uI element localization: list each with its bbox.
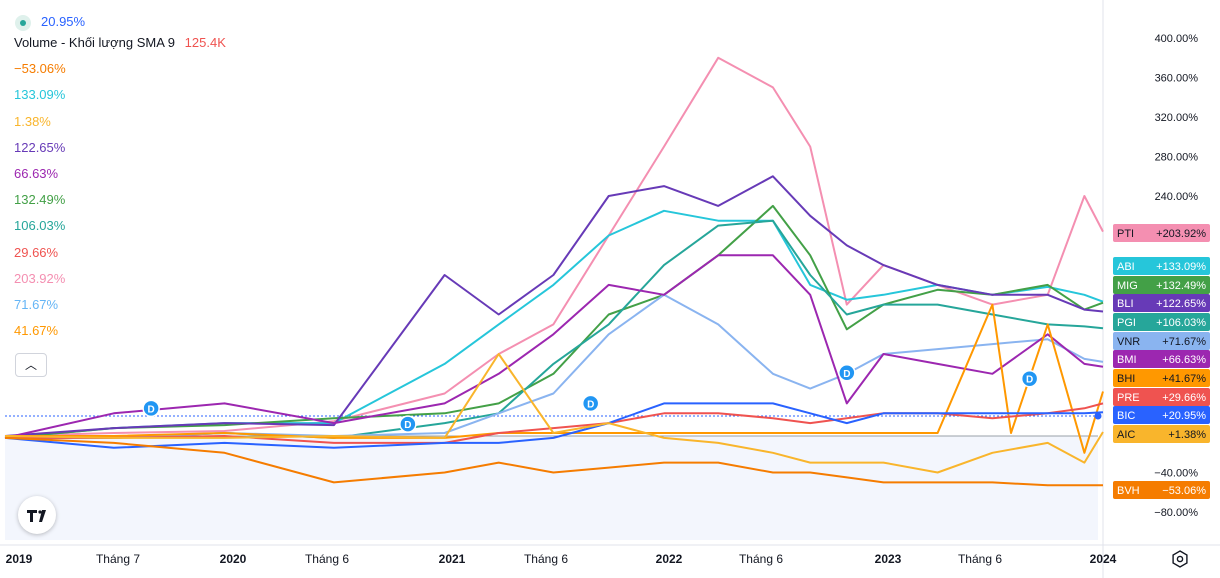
price-label-symbol: ABI: [1117, 261, 1135, 273]
price-label-bic: [1113, 406, 1210, 424]
series-line-pre[interactable]: [5, 402, 1104, 444]
price-label-value: +106.03%: [1156, 317, 1206, 329]
price-label-symbol: BIC: [1117, 410, 1135, 422]
price-label-value: +122.65%: [1156, 298, 1206, 310]
x-tick-label: 2023: [875, 552, 902, 566]
x-tick-label: Tháng 7: [96, 552, 140, 566]
legend-volume-value: 125.4K: [184, 35, 226, 50]
legend-main-value: 20.95%: [41, 14, 86, 29]
price-label-symbol: BLI: [1117, 298, 1134, 310]
price-label-value: +41.67%: [1162, 373, 1206, 385]
x-tick-label: Tháng 6: [305, 552, 349, 566]
x-tick-label: 2022: [656, 552, 683, 566]
collapse-legend-button[interactable]: ︿: [15, 353, 47, 377]
dividend-marker[interactable]: [399, 415, 417, 433]
legend-value-6: 106.03%: [14, 218, 66, 234]
price-label-value: +132.49%: [1156, 280, 1206, 292]
legend-value-4: 66.63%: [14, 165, 59, 181]
price-label-symbol: MIG: [1117, 280, 1138, 292]
price-label-bhi: [1113, 369, 1210, 387]
price-label-symbol: BHI: [1117, 373, 1135, 385]
legend-value-3: 122.65%: [14, 139, 66, 155]
price-label-bli: [1113, 294, 1210, 312]
dividend-marker-label: D: [404, 420, 411, 431]
x-tick-label: 2020: [220, 552, 247, 566]
legend-value-2: 1.38%: [14, 113, 51, 129]
main-series-dot-icon[interactable]: [15, 14, 31, 31]
x-tick-label: 2021: [439, 552, 466, 566]
legend-values: −53.06% 133.09% 1.38% 122.65% 66.63% 132.49% 1…: [6, 56, 226, 344]
price-label-bvh: [1113, 481, 1210, 499]
price-label-pre: [1113, 388, 1210, 406]
series-line-bhi[interactable]: [5, 303, 1104, 454]
price-label-value: −53.06%: [1162, 485, 1206, 497]
series-line-bli[interactable]: [4, 175, 1104, 437]
legend-value-7: 29.66%: [14, 244, 59, 260]
x-tick-label: Tháng 6: [739, 552, 783, 566]
x-tick-label: 2019: [6, 552, 33, 566]
y-tick-label: 240.00%: [1155, 191, 1199, 203]
price-label-pgi: [1113, 313, 1210, 331]
price-label-symbol: VNR: [1117, 336, 1140, 348]
x-tick-label: Tháng 6: [958, 552, 1002, 566]
price-label-mig: [1113, 276, 1210, 294]
dividend-marker[interactable]: [838, 364, 856, 382]
price-label-value: +20.95%: [1162, 410, 1206, 422]
price-label-vnr: [1113, 332, 1210, 350]
price-label-value: +1.38%: [1168, 429, 1206, 441]
legend-main-row: 20.95%: [6, 8, 226, 36]
y-tick-label: 400.00%: [1155, 33, 1199, 45]
price-label-symbol: PRE: [1117, 392, 1140, 404]
y-tick-label: 360.00%: [1155, 73, 1199, 85]
legend-value-0: −53.06%: [14, 61, 66, 77]
price-label-value: +133.09%: [1156, 261, 1206, 273]
legend-value-10: 41.67%: [14, 323, 59, 339]
settings-gear-icon[interactable]: [1170, 549, 1190, 569]
current-point: [1094, 412, 1102, 420]
y-tick-label: −40.00%: [1154, 468, 1198, 480]
legend-volume-label: Volume - Khối lượng SMA 9: [14, 35, 176, 50]
price-label-symbol: BVH: [1117, 485, 1140, 497]
legend-volume-row: Volume - Khối lượng SMA 9 125.4K: [6, 30, 226, 56]
price-label-value: +66.63%: [1162, 354, 1206, 366]
legend-value-1: 133.09%: [14, 87, 66, 103]
dividend-marker[interactable]: [1020, 369, 1039, 388]
dividend-marker[interactable]: [581, 394, 600, 413]
price-label-symbol: PTI: [1117, 228, 1134, 240]
price-label-value: +29.66%: [1162, 392, 1206, 404]
dividend-marker-label: D: [1026, 375, 1033, 386]
price-label-symbol: PGI: [1117, 317, 1136, 329]
price-label-aic: [1113, 425, 1210, 443]
y-tick-label: −80.00%: [1154, 507, 1198, 519]
series-line-bvh[interactable]: [4, 436, 1103, 487]
dividend-marker-label: D: [843, 369, 850, 380]
dividend-marker-label: D: [587, 399, 594, 410]
baseline-area: [5, 436, 1098, 540]
dividend-marker[interactable]: [142, 399, 160, 418]
price-label-pti: [1113, 224, 1210, 242]
price-label-bmi: [1113, 350, 1210, 368]
series-line-bmi[interactable]: [4, 254, 1104, 439]
price-label-value: +71.67%: [1162, 336, 1206, 348]
series-line-aic[interactable]: [4, 353, 1104, 474]
legend-value-8: 203.92%: [14, 270, 66, 286]
price-label-value: +203.92%: [1156, 228, 1206, 240]
price-label-symbol: AIC: [1117, 429, 1135, 441]
x-tick-label: 2024: [1090, 552, 1117, 566]
legend-value-5: 132.49%: [14, 192, 66, 208]
x-tick-label: Tháng 6: [524, 552, 568, 566]
price-label-abi: [1113, 257, 1210, 275]
tradingview-logo-icon[interactable]: [18, 496, 56, 534]
y-tick-label: 280.00%: [1155, 152, 1199, 164]
dividend-marker-label: D: [148, 404, 155, 415]
series-line-bic[interactable]: [4, 402, 1104, 449]
legend: 20.95% Volume - Khối lượng SMA 9 125.4K …: [6, 8, 226, 344]
price-label-symbol: BMI: [1117, 354, 1137, 366]
legend-value-9: 71.67%: [14, 296, 59, 312]
y-tick-label: 320.00%: [1155, 112, 1199, 124]
